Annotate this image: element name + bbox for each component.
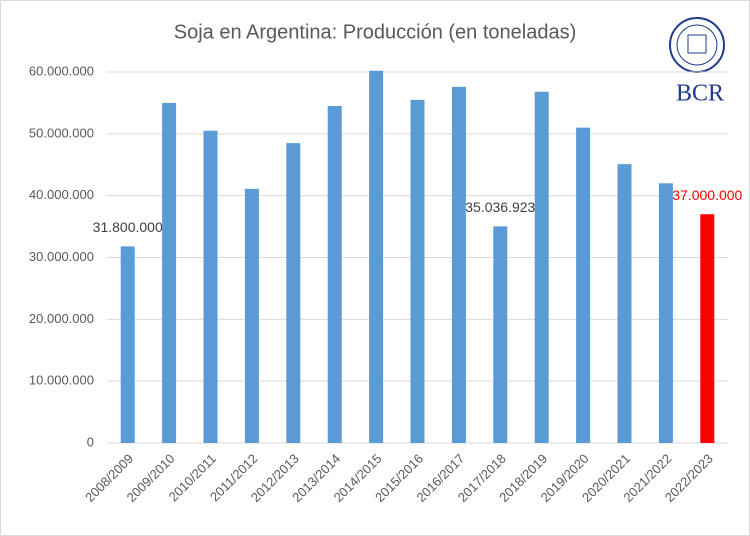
y-tick-label: 40.000.000 xyxy=(29,187,94,202)
bar xyxy=(203,130,218,443)
bar xyxy=(617,164,632,444)
bar xyxy=(286,143,301,443)
y-tick-label: 50.000.000 xyxy=(29,125,94,140)
data-label: 37.000.000 xyxy=(672,187,742,203)
data-label: 31.800.000 xyxy=(93,219,163,235)
logo-text: BCR xyxy=(676,81,724,107)
bar xyxy=(700,214,715,443)
y-tick-label: 30.000.000 xyxy=(29,249,94,264)
bar xyxy=(451,86,466,443)
chart-title: Soja en Argentina: Producción (en tonela… xyxy=(174,21,577,43)
y-tick-label: 10.000.000 xyxy=(29,373,94,388)
bar xyxy=(244,188,259,443)
logo-emblem xyxy=(687,34,707,54)
bar xyxy=(327,106,342,443)
bar xyxy=(493,226,508,443)
bar xyxy=(658,183,673,444)
bar xyxy=(576,127,591,444)
bar xyxy=(410,99,425,443)
y-tick-label: 20.000.000 xyxy=(29,311,94,326)
bar xyxy=(534,91,549,443)
bar xyxy=(120,246,135,443)
logo-seal-inner xyxy=(676,24,718,66)
bar xyxy=(369,70,384,443)
bar xyxy=(162,102,177,444)
data-label: 35.036.923 xyxy=(465,199,535,215)
y-tick-label: 0 xyxy=(87,434,94,449)
y-tick-label: 60.000.000 xyxy=(29,63,94,78)
